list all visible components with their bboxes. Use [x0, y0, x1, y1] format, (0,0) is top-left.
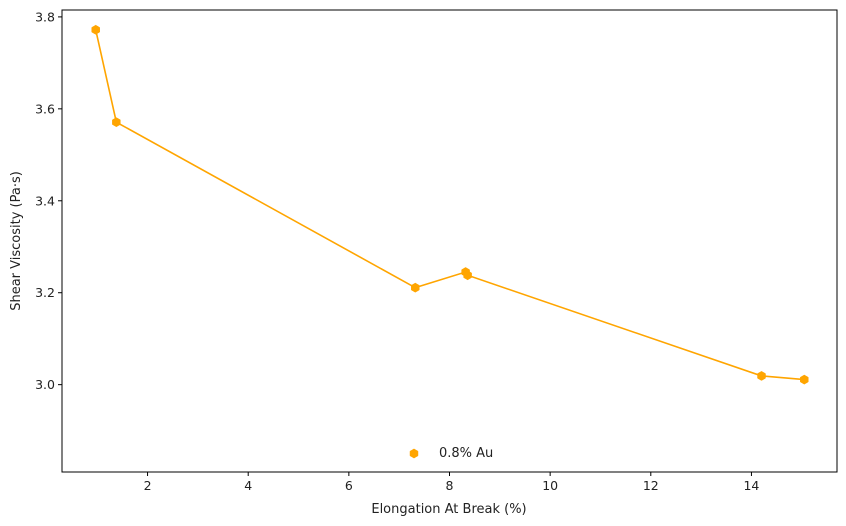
x-tick-label: 12 — [643, 478, 659, 493]
y-tick-label: 3.8 — [35, 9, 55, 24]
y-tick-label: 3.2 — [35, 285, 55, 300]
y-axis: 3.0 3.2 3.4 3.6 3.8 — [35, 9, 62, 392]
plot-area — [91, 24, 809, 385]
y-tick-label: 3.4 — [35, 193, 55, 208]
data-point — [112, 117, 121, 128]
x-axis: 2 4 6 8 10 12 14 — [144, 472, 759, 493]
legend-marker-0.8pct-au — [409, 448, 419, 459]
y-axis-title: Shear Viscosity (Pa·s) — [9, 171, 24, 311]
x-tick-label: 8 — [446, 478, 454, 493]
y-tick-label: 3.0 — [35, 377, 55, 392]
data-point — [757, 371, 766, 381]
legend-marker-glyph — [409, 448, 419, 459]
data-point — [800, 374, 809, 385]
x-tick-label: 4 — [244, 478, 252, 493]
x-tick-label: 2 — [144, 478, 152, 493]
data-point — [463, 270, 472, 281]
legend: 0.8% Au — [409, 446, 493, 461]
data-point — [91, 24, 100, 35]
legend-label-0.8pct-au: 0.8% Au — [439, 446, 493, 461]
data-point — [411, 282, 420, 293]
x-tick-label: 14 — [743, 478, 759, 493]
x-axis-title: Elongation At Break (%) — [371, 502, 526, 517]
y-tick-label: 3.6 — [35, 101, 55, 116]
x-tick-label: 10 — [542, 478, 558, 493]
x-tick-label: 6 — [345, 478, 353, 493]
